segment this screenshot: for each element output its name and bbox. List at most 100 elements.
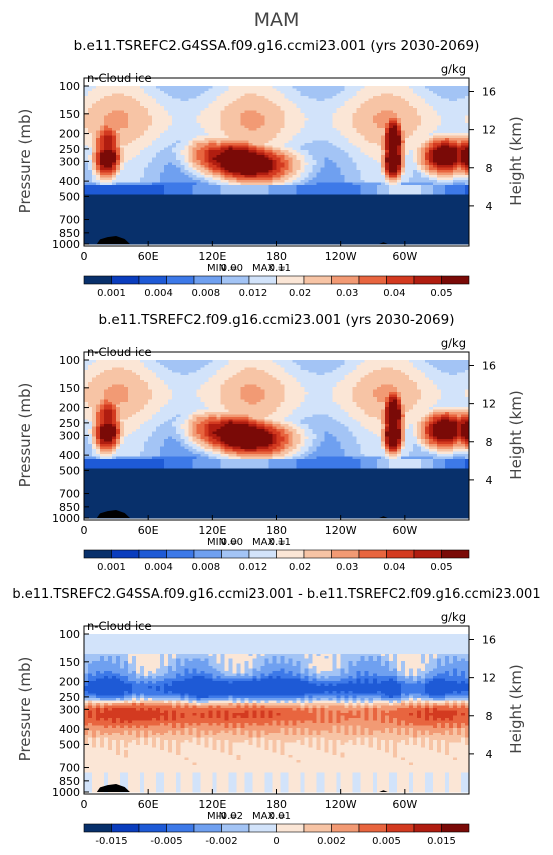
heatmap-cell (357, 116, 361, 119)
heatmap-cell (136, 101, 140, 104)
heatmap-cell (148, 86, 152, 89)
heatmap-cell (96, 111, 100, 114)
heatmap-cell (188, 116, 192, 119)
heatmap-cell (172, 86, 176, 89)
heatmap-cell (413, 111, 417, 114)
heatmap-cell (405, 128, 409, 131)
heatmap-cell (156, 106, 160, 109)
heatmap-cell (297, 123, 301, 126)
heatmap-cell (152, 113, 156, 116)
heatmap-cell (341, 118, 345, 121)
heatmap-cell (357, 113, 361, 116)
heatmap-cell (361, 86, 365, 89)
heatmap-cell (345, 111, 349, 114)
heatmap-cell (156, 101, 160, 104)
heatmap-cell (289, 91, 293, 94)
heatmap-cell (309, 101, 313, 104)
heatmap-cell (168, 101, 172, 104)
heatmap-cell (437, 123, 441, 126)
heatmap-cell (184, 130, 188, 133)
heatmap-cell (112, 121, 116, 124)
heatmap-cell (333, 111, 337, 114)
heatmap-cell (136, 111, 140, 114)
heatmap-cell (192, 121, 196, 124)
heatmap-cell (256, 130, 260, 133)
heatmap-cell (248, 98, 252, 101)
heatmap-cell (224, 96, 228, 99)
heatmap-cell (321, 116, 325, 119)
heatmap-cell (88, 93, 92, 96)
heatmap-cell (92, 106, 96, 109)
heatmap-cell (305, 128, 309, 131)
heatmap-cell (200, 91, 204, 94)
heatmap-cell (281, 91, 285, 94)
heatmap-cell (305, 106, 309, 109)
heatmap-cell (192, 108, 196, 111)
heatmap-cell (285, 128, 289, 131)
heatmap-cell (272, 103, 276, 106)
heatmap-cell (377, 128, 381, 131)
heatmap-cell (353, 123, 357, 126)
heatmap-cell (224, 121, 228, 124)
heatmap-cell (317, 130, 321, 133)
heatmap-cell (232, 101, 236, 104)
heatmap-cell (224, 108, 228, 111)
heatmap-cell (124, 86, 128, 89)
heatmap-cell (437, 91, 441, 94)
heatmap-cell (385, 121, 389, 124)
heatmap-cell (441, 113, 445, 116)
heatmap-cell (333, 113, 337, 116)
heatmap-cell (401, 118, 405, 121)
heatmap-cell (369, 108, 373, 111)
heatmap-cell (337, 91, 341, 94)
heatmap-cell (136, 103, 140, 106)
heatmap-cell (264, 130, 268, 133)
heatmap-cell (248, 103, 252, 106)
heatmap-cell (357, 101, 361, 104)
heatmap-cell (256, 96, 260, 99)
heatmap-cell (136, 91, 140, 94)
heatmap-cell (208, 91, 212, 94)
heatmap-cell (285, 121, 289, 124)
heatmap-cell (425, 118, 429, 121)
heatmap-cell (136, 86, 140, 89)
heatmap-cell (453, 108, 457, 111)
heatmap-cell (441, 118, 445, 121)
heatmap-cell (297, 130, 301, 133)
heatmap-cell (461, 111, 465, 114)
heatmap-cell (345, 96, 349, 99)
heatmap-cell (433, 88, 437, 91)
heatmap-cell (84, 98, 88, 101)
heatmap-cell (329, 116, 333, 119)
heatmap-cell (373, 86, 377, 89)
heatmap-cell (353, 88, 357, 91)
heatmap-cell (260, 93, 264, 96)
heatmap-cell (301, 93, 305, 96)
heatmap-cell (385, 86, 389, 89)
heatmap-cell (297, 93, 301, 96)
heatmap-cell (220, 96, 224, 99)
heatmap-cell (429, 121, 433, 124)
heatmap-cell (377, 86, 381, 89)
heatmap-cell (461, 91, 465, 94)
heatmap-cell (449, 91, 453, 94)
heatmap-cell (132, 123, 136, 126)
heatmap-cell (393, 103, 397, 106)
heatmap-cell (425, 106, 429, 109)
heatmap-cell (377, 130, 381, 133)
heatmap-cell (236, 101, 240, 104)
heatmap-cell (381, 121, 385, 124)
heatmap-cell (425, 91, 429, 94)
heatmap-cell (184, 121, 188, 124)
heatmap-cell (196, 98, 200, 101)
heatmap-cell (148, 93, 152, 96)
heatmap-cell (365, 88, 369, 91)
heatmap-cell (272, 101, 276, 104)
heatmap-cell (417, 111, 421, 114)
heatmap-cell (184, 111, 188, 114)
heatmap-cell (337, 106, 341, 109)
heatmap-cell (248, 126, 252, 129)
heatmap-cell (188, 91, 192, 94)
heatmap-cell (301, 128, 305, 131)
heatmap-cell (144, 123, 148, 126)
